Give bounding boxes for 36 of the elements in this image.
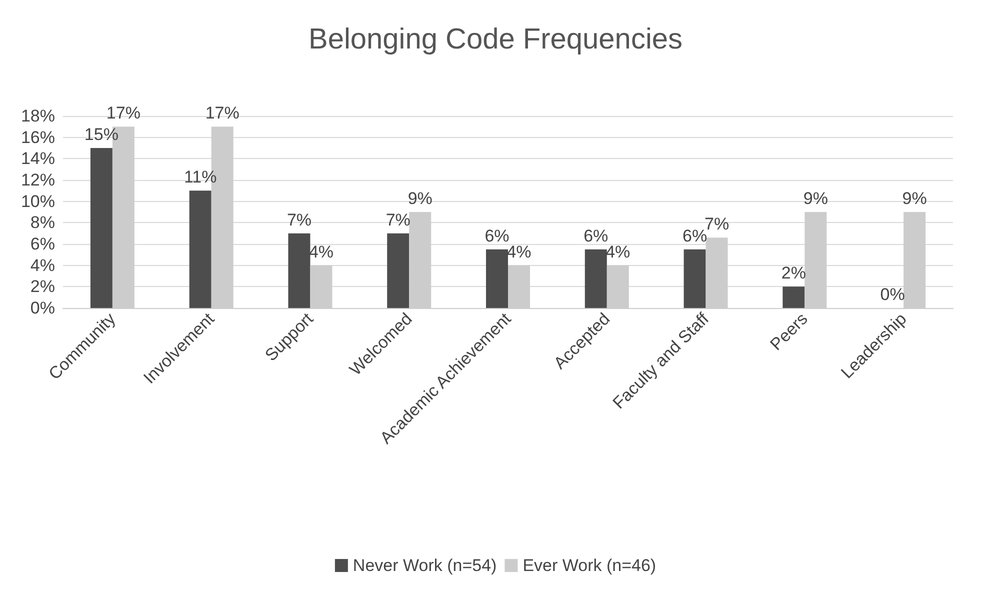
- data-label: 17%: [205, 104, 240, 123]
- data-label: 6%: [584, 226, 608, 246]
- bar: [90, 148, 112, 308]
- data-label: 11%: [184, 168, 217, 187]
- data-label: 7%: [286, 210, 312, 230]
- y-tick-label: 10%: [20, 192, 55, 211]
- data-label: 2%: [781, 264, 806, 283]
- data-label: 9%: [408, 189, 432, 208]
- data-label: 4%: [606, 242, 630, 262]
- y-tick-label: 14%: [20, 149, 55, 168]
- bar: [387, 233, 410, 308]
- bar: [189, 190, 212, 308]
- y-tick-label: 18%: [20, 106, 55, 126]
- legend-label: Ever Work (n=46): [522, 556, 656, 575]
- y-tick-label: 4%: [30, 256, 55, 275]
- y-tick-label: 16%: [20, 128, 55, 147]
- y-tick-label: 8%: [30, 213, 55, 232]
- y-tick-label: 2%: [30, 277, 55, 296]
- data-label: 0%: [880, 285, 905, 304]
- y-tick-label: 12%: [20, 170, 55, 190]
- bar: [288, 233, 310, 308]
- bar: [782, 286, 805, 308]
- data-label: 17%: [106, 104, 140, 123]
- chart-title: Belonging Code Frequencies: [308, 24, 683, 56]
- bar: [684, 249, 706, 308]
- data-label: 7%: [386, 210, 410, 230]
- y-tick-label: 0%: [30, 298, 55, 318]
- bar: [486, 249, 508, 308]
- bar: [584, 249, 607, 308]
- data-label: 4%: [506, 242, 532, 262]
- data-label: 15%: [84, 125, 118, 144]
- legend-label: Never Work (n=54): [352, 556, 497, 575]
- data-label: 9%: [803, 189, 828, 208]
- y-tick-label: 6%: [30, 234, 55, 254]
- data-label: 6%: [484, 226, 510, 246]
- data-label: 9%: [902, 189, 927, 208]
